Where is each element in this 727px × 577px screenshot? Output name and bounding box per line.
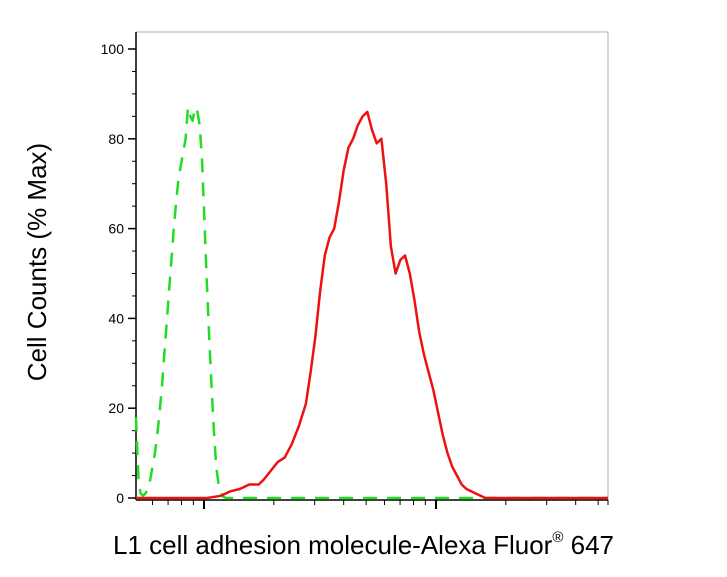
y-tick-label: 100 <box>101 41 125 57</box>
y-axis-label: Cell Counts (% Max) <box>22 142 52 382</box>
series-line-isotype <box>134 106 608 500</box>
axis-ticks: 0 20 40 60 80 100 <box>101 41 609 509</box>
plot-axes <box>135 31 609 501</box>
y-tick-label: 60 <box>108 221 124 237</box>
x-axis-label: L1 cell adhesion molecule-Alexa Fluor® 6… <box>0 529 727 561</box>
x-axis-label-main: L1 cell adhesion molecule-Alexa Fluor <box>112 530 553 560</box>
x-axis-label-registered: ® <box>552 529 564 547</box>
y-tick-label: 80 <box>108 131 124 147</box>
y-tick-label: 0 <box>116 490 124 506</box>
x-axis-label-tail: 647 <box>563 530 615 560</box>
y-tick-label: 40 <box>108 310 124 326</box>
series-line-stained <box>136 110 608 500</box>
y-tick-label: 20 <box>108 400 124 416</box>
series-lines <box>134 106 608 500</box>
